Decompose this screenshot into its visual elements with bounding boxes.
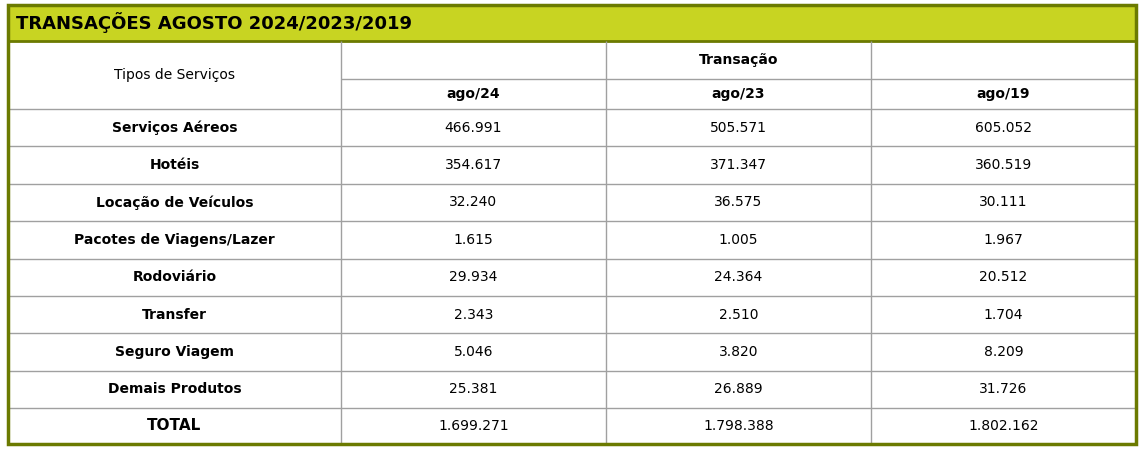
Text: 371.347: 371.347 (710, 158, 766, 172)
Text: 8.209: 8.209 (984, 345, 1023, 359)
Bar (8, 296, 1136, 333)
Text: Locação de Veículos: Locação de Veículos (96, 195, 253, 210)
Text: 31.726: 31.726 (979, 382, 1027, 396)
Text: 1.704: 1.704 (984, 307, 1023, 321)
Text: 24.364: 24.364 (714, 270, 763, 284)
Text: Seguro Viagem: Seguro Viagem (114, 345, 233, 359)
Text: 3.820: 3.820 (718, 345, 758, 359)
Text: 5.046: 5.046 (453, 345, 493, 359)
Text: Pacotes de Viagens/Lazer: Pacotes de Viagens/Lazer (74, 233, 275, 247)
Text: 32.240: 32.240 (450, 195, 498, 209)
Text: 1.967: 1.967 (984, 233, 1024, 247)
Text: Transação: Transação (699, 53, 778, 67)
Text: 360.519: 360.519 (975, 158, 1032, 172)
Text: ago/19: ago/19 (977, 87, 1031, 101)
Text: 1.802.162: 1.802.162 (968, 419, 1039, 433)
Text: 29.934: 29.934 (450, 270, 498, 284)
Bar (8, 333, 1136, 370)
Bar (8, 258, 1136, 296)
Text: 605.052: 605.052 (975, 121, 1032, 135)
Text: 354.617: 354.617 (445, 158, 502, 172)
Bar (8, 41, 1136, 79)
Text: 1.615: 1.615 (453, 233, 493, 247)
Bar (8, 408, 1136, 444)
Text: Serviços Aéreos: Serviços Aéreos (112, 120, 237, 135)
Bar (8, 109, 1136, 146)
Text: 466.991: 466.991 (445, 121, 502, 135)
Text: 30.111: 30.111 (979, 195, 1027, 209)
Text: 2.343: 2.343 (454, 307, 493, 321)
Text: Hotéis: Hotéis (149, 158, 199, 172)
Text: ago/24: ago/24 (446, 87, 500, 101)
Text: ago/23: ago/23 (712, 87, 765, 101)
Text: TOTAL: TOTAL (148, 419, 201, 434)
Text: TRANSAÇÕES AGOSTO 2024/2023/2019: TRANSAÇÕES AGOSTO 2024/2023/2019 (16, 13, 412, 34)
Bar (8, 221, 1136, 258)
Bar (8, 146, 1136, 184)
Text: 505.571: 505.571 (710, 121, 766, 135)
Text: 1.005: 1.005 (718, 233, 758, 247)
Text: Transfer: Transfer (142, 307, 207, 321)
Bar (8, 370, 1136, 408)
Text: Tipos de Serviços: Tipos de Serviços (114, 68, 235, 82)
Bar (8, 79, 1136, 109)
Text: Demais Produtos: Demais Produtos (108, 382, 241, 396)
Text: 1.798.388: 1.798.388 (704, 419, 773, 433)
Bar (8, 184, 1136, 221)
Text: 36.575: 36.575 (714, 195, 763, 209)
Text: 2.510: 2.510 (718, 307, 758, 321)
Text: 25.381: 25.381 (450, 382, 498, 396)
Text: 20.512: 20.512 (979, 270, 1027, 284)
Text: 1.699.271: 1.699.271 (438, 419, 509, 433)
Text: Rodoviário: Rodoviário (133, 270, 216, 284)
Text: 26.889: 26.889 (714, 382, 763, 396)
Bar (8, 5, 1136, 41)
